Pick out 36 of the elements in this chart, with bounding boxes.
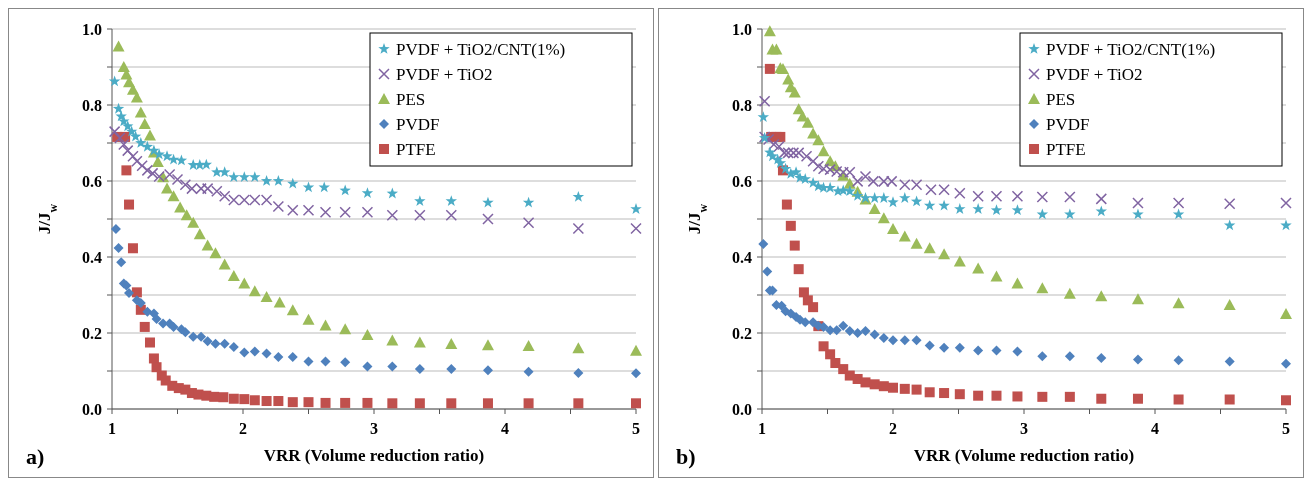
legend-label: PVDF: [396, 114, 440, 134]
y-tick-label: 0.0: [732, 400, 752, 418]
legend-label: PVDF: [1046, 114, 1090, 134]
y-tick-label: 1.0: [82, 20, 102, 38]
y-tick-label: 0.6: [732, 172, 752, 190]
x-tick-label: 2: [889, 420, 897, 437]
x-tick-label: 4: [1151, 420, 1159, 437]
x-tick-label: 4: [501, 420, 509, 437]
y-tick-label: 0.8: [82, 96, 102, 114]
legend-label: PVDF + TiO2/CNT(1%): [1046, 39, 1216, 59]
x-tick-label: 5: [1282, 420, 1290, 437]
x-tick-label: 1: [108, 420, 116, 437]
y-tick-label: 0.2: [732, 324, 752, 342]
text: a): [26, 444, 45, 469]
legend-label: PVDF + TiO2/CNT(1%): [396, 39, 566, 59]
legend-label: PTFE: [396, 139, 436, 159]
y-tick-label: 0.8: [732, 96, 752, 114]
x-tick-label: 5: [632, 420, 640, 437]
text: b): [676, 444, 696, 469]
x-tick-label: 2: [239, 420, 247, 437]
legend-label: PES: [1046, 89, 1076, 109]
x-axis-title: VRR (Volume reduction ratio): [263, 446, 485, 465]
y-tick-label: 0.4: [732, 248, 752, 266]
y-tick-label: 0.4: [82, 248, 102, 266]
y-tick-label: 0.2: [82, 324, 102, 342]
x-tick-label: 3: [1020, 420, 1028, 437]
y-tick-label: 0.0: [82, 400, 102, 418]
legend-label: PTFE: [1046, 139, 1086, 159]
legend-label: PVDF + TiO2: [1046, 64, 1143, 84]
y-tick-label: 0.6: [82, 172, 102, 190]
y-tick-label: 1.0: [732, 20, 752, 38]
x-axis-title: VRR (Volume reduction ratio): [913, 446, 1135, 465]
x-tick-label: 1: [758, 420, 766, 437]
x-tick-label: 3: [370, 420, 378, 437]
legend-label: PVDF + TiO2: [396, 64, 493, 84]
legend-label: PES: [396, 89, 426, 109]
